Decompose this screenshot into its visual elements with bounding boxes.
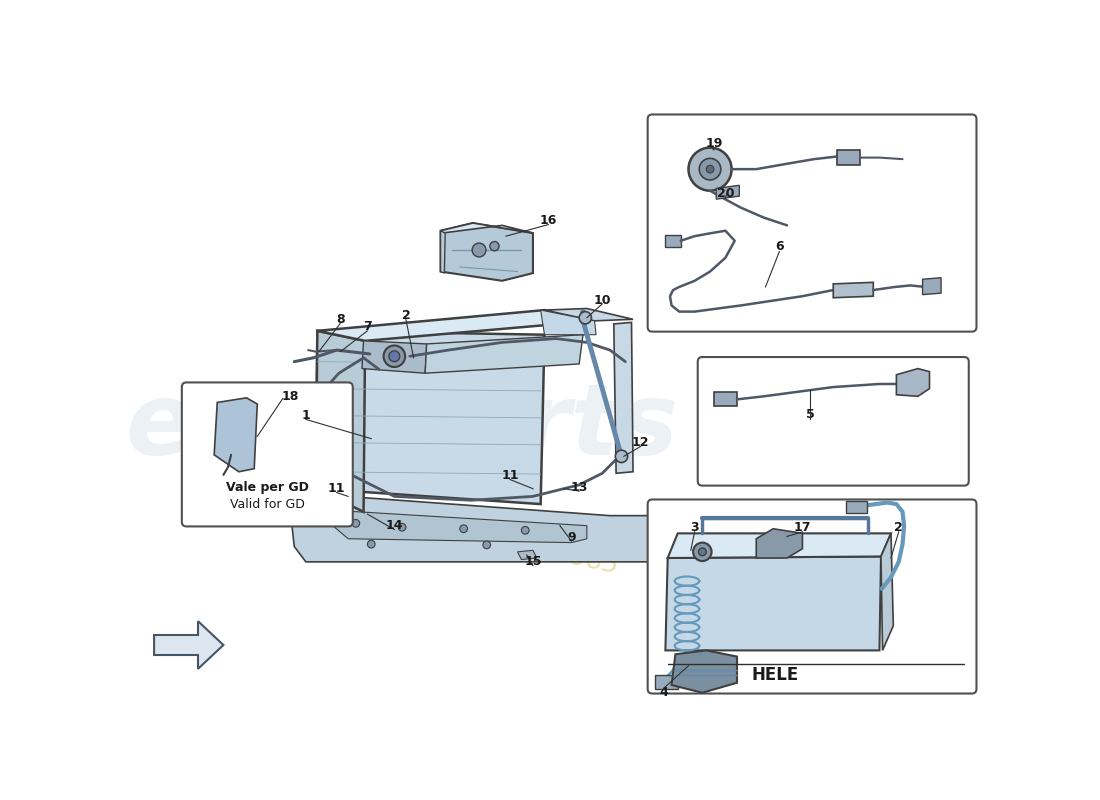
Circle shape: [352, 519, 360, 527]
Text: 11: 11: [328, 482, 345, 495]
Polygon shape: [316, 331, 365, 512]
FancyBboxPatch shape: [648, 114, 977, 332]
Polygon shape: [834, 282, 873, 298]
Circle shape: [398, 523, 406, 531]
Text: 2: 2: [894, 521, 903, 534]
Polygon shape: [846, 501, 867, 514]
Text: 5: 5: [806, 408, 814, 422]
Text: 12: 12: [632, 436, 649, 449]
Text: 6: 6: [776, 241, 783, 254]
Text: 10: 10: [594, 294, 610, 306]
Text: 4: 4: [660, 686, 668, 699]
Polygon shape: [362, 341, 427, 373]
FancyBboxPatch shape: [648, 499, 977, 694]
Polygon shape: [283, 477, 348, 512]
Polygon shape: [440, 223, 534, 281]
Text: a passion for parts since 1985: a passion for parts since 1985: [245, 476, 620, 578]
Polygon shape: [757, 529, 803, 558]
Polygon shape: [714, 393, 737, 406]
Circle shape: [698, 548, 706, 556]
Polygon shape: [716, 186, 739, 199]
Text: 19: 19: [705, 138, 723, 150]
Text: Vale per GD: Vale per GD: [226, 481, 309, 494]
Text: 9: 9: [568, 530, 575, 544]
Circle shape: [700, 158, 720, 180]
Polygon shape: [440, 223, 534, 233]
Text: 15: 15: [525, 555, 541, 568]
Polygon shape: [666, 557, 881, 650]
FancyBboxPatch shape: [182, 382, 353, 526]
Polygon shape: [544, 309, 634, 321]
Polygon shape: [425, 334, 583, 373]
Polygon shape: [837, 150, 860, 166]
Circle shape: [706, 166, 714, 173]
Text: 17: 17: [794, 521, 811, 534]
Text: 1: 1: [301, 409, 310, 422]
Circle shape: [460, 525, 467, 533]
Text: 7: 7: [363, 321, 372, 334]
Text: 3: 3: [691, 521, 698, 534]
Circle shape: [367, 540, 375, 548]
Polygon shape: [666, 234, 681, 247]
Polygon shape: [881, 534, 893, 650]
Text: 20: 20: [717, 186, 734, 199]
Circle shape: [483, 541, 491, 549]
Polygon shape: [154, 621, 223, 669]
Circle shape: [521, 526, 529, 534]
Polygon shape: [923, 278, 942, 294]
Polygon shape: [316, 331, 544, 504]
Circle shape: [490, 242, 499, 250]
Polygon shape: [517, 550, 537, 559]
Polygon shape: [541, 310, 596, 334]
Polygon shape: [896, 369, 929, 396]
Polygon shape: [654, 675, 678, 689]
Polygon shape: [290, 495, 656, 562]
Polygon shape: [580, 310, 594, 334]
FancyBboxPatch shape: [697, 357, 969, 486]
Text: 13: 13: [571, 481, 587, 494]
Text: europarts: europarts: [125, 378, 679, 475]
Circle shape: [615, 450, 628, 462]
Text: 18: 18: [282, 390, 299, 403]
Polygon shape: [332, 510, 587, 542]
Circle shape: [384, 346, 405, 367]
Circle shape: [389, 351, 399, 362]
Polygon shape: [668, 534, 891, 558]
Text: 2: 2: [402, 309, 410, 322]
Text: 11: 11: [502, 469, 518, 482]
Polygon shape: [440, 230, 446, 273]
Text: 16: 16: [540, 214, 557, 227]
Polygon shape: [614, 322, 634, 474]
Polygon shape: [318, 310, 594, 341]
Text: 8: 8: [337, 313, 344, 326]
Circle shape: [689, 147, 732, 190]
Text: HELE: HELE: [752, 666, 799, 684]
Polygon shape: [671, 650, 737, 693]
Text: Valid for GD: Valid for GD: [230, 498, 305, 511]
Circle shape: [579, 311, 592, 324]
Polygon shape: [214, 398, 257, 472]
Text: 14: 14: [386, 519, 403, 532]
Circle shape: [472, 243, 486, 257]
Circle shape: [693, 542, 712, 561]
